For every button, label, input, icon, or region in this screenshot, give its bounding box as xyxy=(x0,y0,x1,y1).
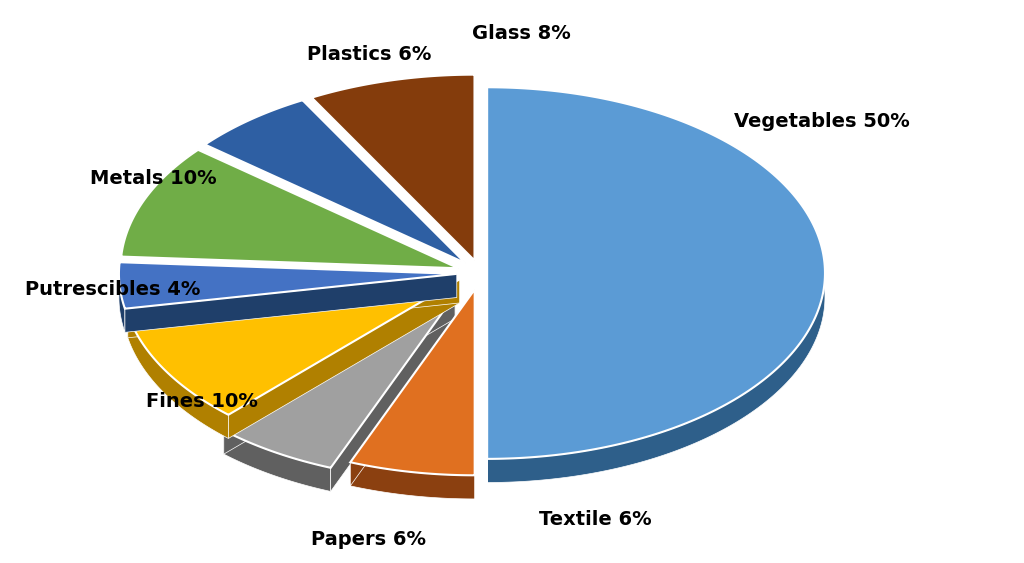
Polygon shape xyxy=(128,314,228,439)
Text: Glass 8%: Glass 8% xyxy=(471,24,570,43)
Polygon shape xyxy=(350,462,475,499)
Polygon shape xyxy=(311,75,474,261)
Text: Fines 10%: Fines 10% xyxy=(145,392,257,411)
Polygon shape xyxy=(331,295,455,491)
Polygon shape xyxy=(224,295,455,454)
Polygon shape xyxy=(487,266,825,482)
Text: Papers 6%: Papers 6% xyxy=(311,530,426,549)
Polygon shape xyxy=(350,289,475,486)
Polygon shape xyxy=(224,295,455,468)
Text: Metals 10%: Metals 10% xyxy=(90,169,217,188)
Text: Plastics 6%: Plastics 6% xyxy=(307,44,431,64)
Polygon shape xyxy=(487,87,825,459)
Text: Vegetables 50%: Vegetables 50% xyxy=(733,111,909,131)
Polygon shape xyxy=(121,150,459,268)
Polygon shape xyxy=(350,289,475,475)
Polygon shape xyxy=(119,265,125,332)
Polygon shape xyxy=(128,279,460,415)
Polygon shape xyxy=(128,279,460,338)
Polygon shape xyxy=(224,431,331,491)
Polygon shape xyxy=(205,100,465,263)
Polygon shape xyxy=(119,262,457,309)
Text: Putrescibles 4%: Putrescibles 4% xyxy=(25,280,200,300)
Polygon shape xyxy=(125,274,457,332)
Text: Textile 6%: Textile 6% xyxy=(539,510,651,529)
Polygon shape xyxy=(228,279,460,439)
